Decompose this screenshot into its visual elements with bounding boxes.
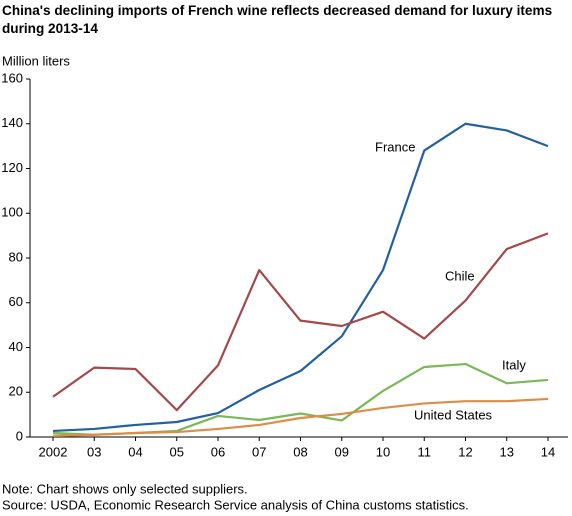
x-tick-label: 04: [128, 444, 142, 459]
x-tick-label: 13: [500, 444, 514, 459]
x-tick-label: 14: [541, 444, 555, 459]
x-tick-label: 05: [170, 444, 184, 459]
series-line: [52, 122, 549, 433]
y-axis-label: Million liters: [2, 53, 70, 68]
chart-title: China's declining imports of French wine…: [2, 3, 553, 36]
y-tick-label: 20: [9, 384, 23, 399]
y-tick-label: 0: [16, 428, 23, 443]
series-label: Italy: [502, 357, 526, 372]
series-line: [52, 232, 549, 412]
y-tick-label: 160: [1, 70, 23, 85]
series-line: [52, 362, 549, 436]
x-tick-label: 07: [252, 444, 266, 459]
y-tick-label: 60: [9, 294, 23, 309]
x-tick-label: 2002: [39, 444, 68, 459]
y-tick-label: 140: [1, 115, 23, 130]
series-label: United States: [414, 407, 493, 422]
x-tick-label: 09: [335, 444, 349, 459]
x-tick-label: 10: [376, 444, 390, 459]
y-tick-label: 40: [9, 339, 23, 354]
note: Note: Chart shows only selected supplier…: [2, 481, 248, 496]
series-label: Chile: [445, 268, 475, 283]
x-tick-label: 03: [87, 444, 101, 459]
source: Source: USDA, Economic Research Service …: [2, 497, 469, 512]
y-tick-label: 120: [1, 160, 23, 175]
series-label: France: [375, 139, 415, 154]
x-tick-label: 06: [211, 444, 225, 459]
x-tick-label: 11: [418, 444, 432, 459]
series-line: [52, 397, 549, 437]
x-tick-label: 08: [293, 444, 307, 459]
y-tick-label: 80: [9, 249, 23, 264]
y-tick-label: 100: [1, 205, 23, 220]
x-tick-label: 12: [458, 444, 472, 459]
